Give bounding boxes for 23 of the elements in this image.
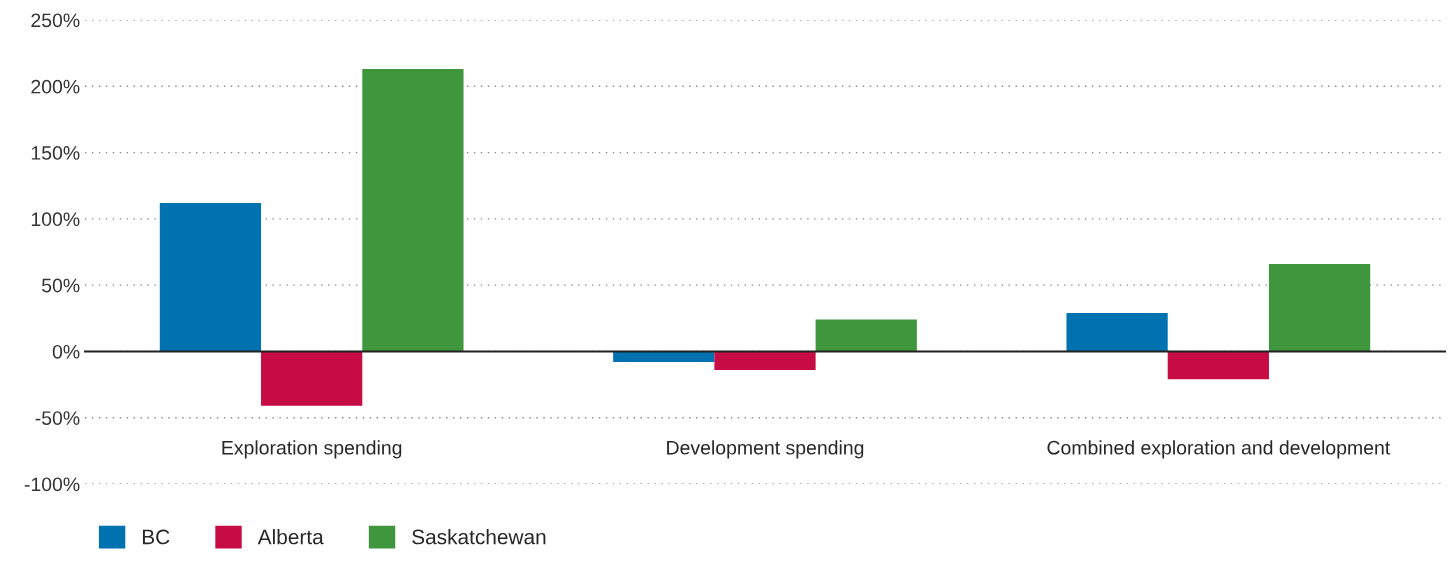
- y-tick-label: 50%: [42, 278, 80, 293]
- x-tick-label: Combined exploration and development: [1047, 440, 1391, 459]
- bar: [714, 351, 816, 370]
- y-tick-label: 100%: [31, 212, 80, 227]
- bar: [362, 69, 464, 352]
- y-tick-label: -100%: [24, 477, 80, 492]
- y-tick-label: -50%: [35, 411, 80, 425]
- legend-label: BC: [142, 529, 170, 545]
- x-tick-label: Exploration spending: [222, 440, 402, 459]
- bar: [1167, 351, 1269, 380]
- y-tick-label: 150%: [31, 146, 80, 160]
- bar: [261, 351, 363, 406]
- x-tick-label: Development spending: [667, 440, 864, 459]
- bar: [1066, 312, 1168, 352]
- bar: [815, 319, 917, 352]
- bar: [1268, 263, 1371, 352]
- y-tick-label: 200%: [31, 79, 80, 94]
- y-tick-label: 250%: [31, 13, 80, 28]
- bar: [613, 351, 715, 363]
- bar: [159, 202, 262, 352]
- legend-label: Alberta: [257, 529, 324, 545]
- legend-label: Saskatchewan: [412, 529, 546, 545]
- y-tick-label: 0%: [52, 344, 80, 359]
